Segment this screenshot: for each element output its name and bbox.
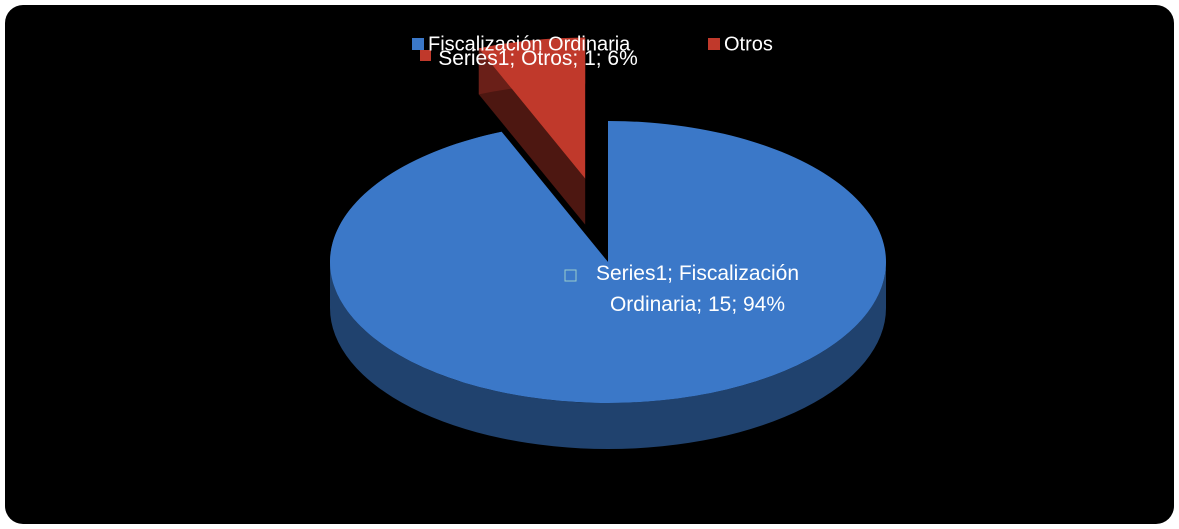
label-key — [564, 269, 577, 282]
slice — [478, 37, 586, 225]
slice-top — [478, 37, 586, 179]
slice — [329, 121, 886, 449]
data-label: Series1; Fiscalización Ordinaria; 15; 94… — [595, 262, 800, 316]
slice-side — [330, 262, 886, 449]
label-key — [420, 50, 431, 61]
legend-label: Otros — [724, 33, 773, 55]
data-label: Series1; Otros; 1; 6% — [438, 47, 638, 70]
legend-swatch — [708, 38, 720, 50]
legend-swatch — [412, 38, 424, 50]
legend-label: Fiscalización Ordinaria — [428, 33, 631, 55]
slice-top — [329, 121, 886, 403]
slice-cut-face — [478, 48, 586, 225]
